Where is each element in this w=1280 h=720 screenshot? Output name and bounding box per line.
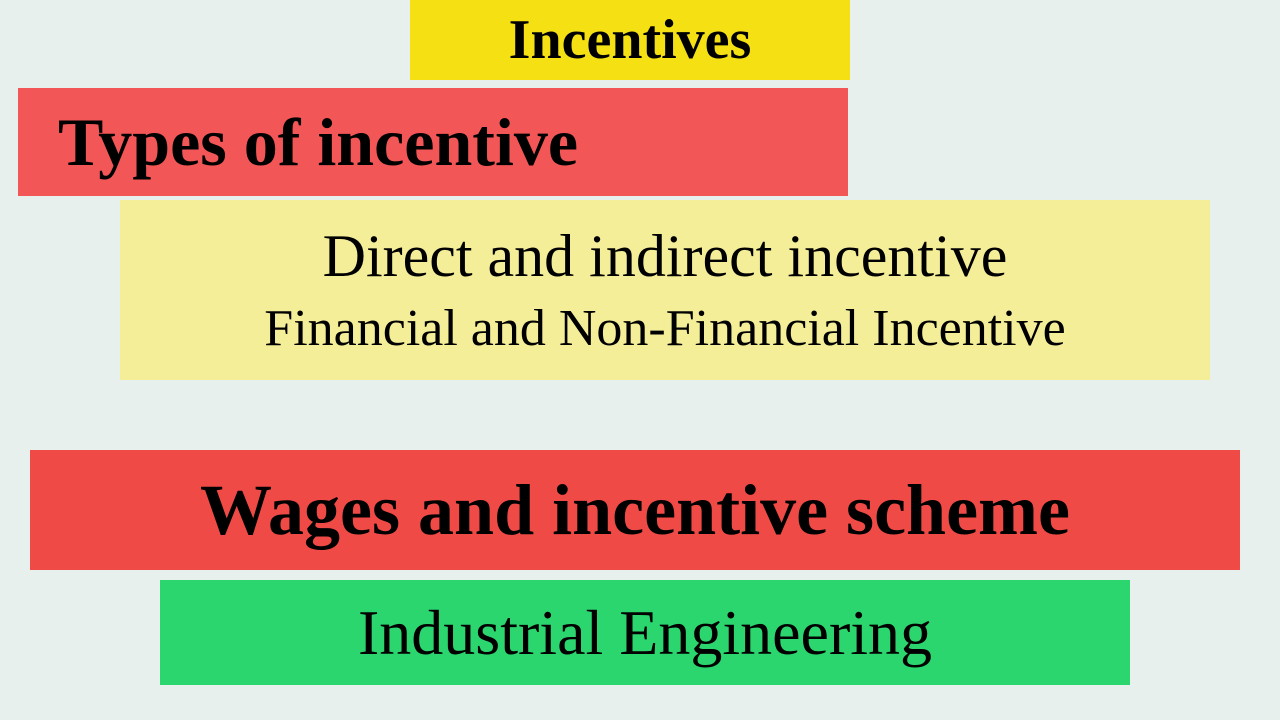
- types-text: Types of incentive: [58, 103, 578, 182]
- direct-text: Direct and indirect incentive: [323, 222, 1008, 291]
- direct-indirect-box: Direct and indirect incentive Financial …: [120, 200, 1210, 380]
- title-box: Incentives: [410, 0, 850, 80]
- wages-text: Wages and incentive scheme: [200, 469, 1070, 552]
- types-box: Types of incentive: [18, 88, 848, 196]
- wages-box: Wages and incentive scheme: [30, 450, 1240, 570]
- title-text: Incentives: [509, 8, 752, 72]
- industrial-text: Industrial Engineering: [358, 596, 932, 670]
- industrial-box: Industrial Engineering: [160, 580, 1130, 685]
- financial-text: Financial and Non-Financial Incentive: [264, 299, 1065, 358]
